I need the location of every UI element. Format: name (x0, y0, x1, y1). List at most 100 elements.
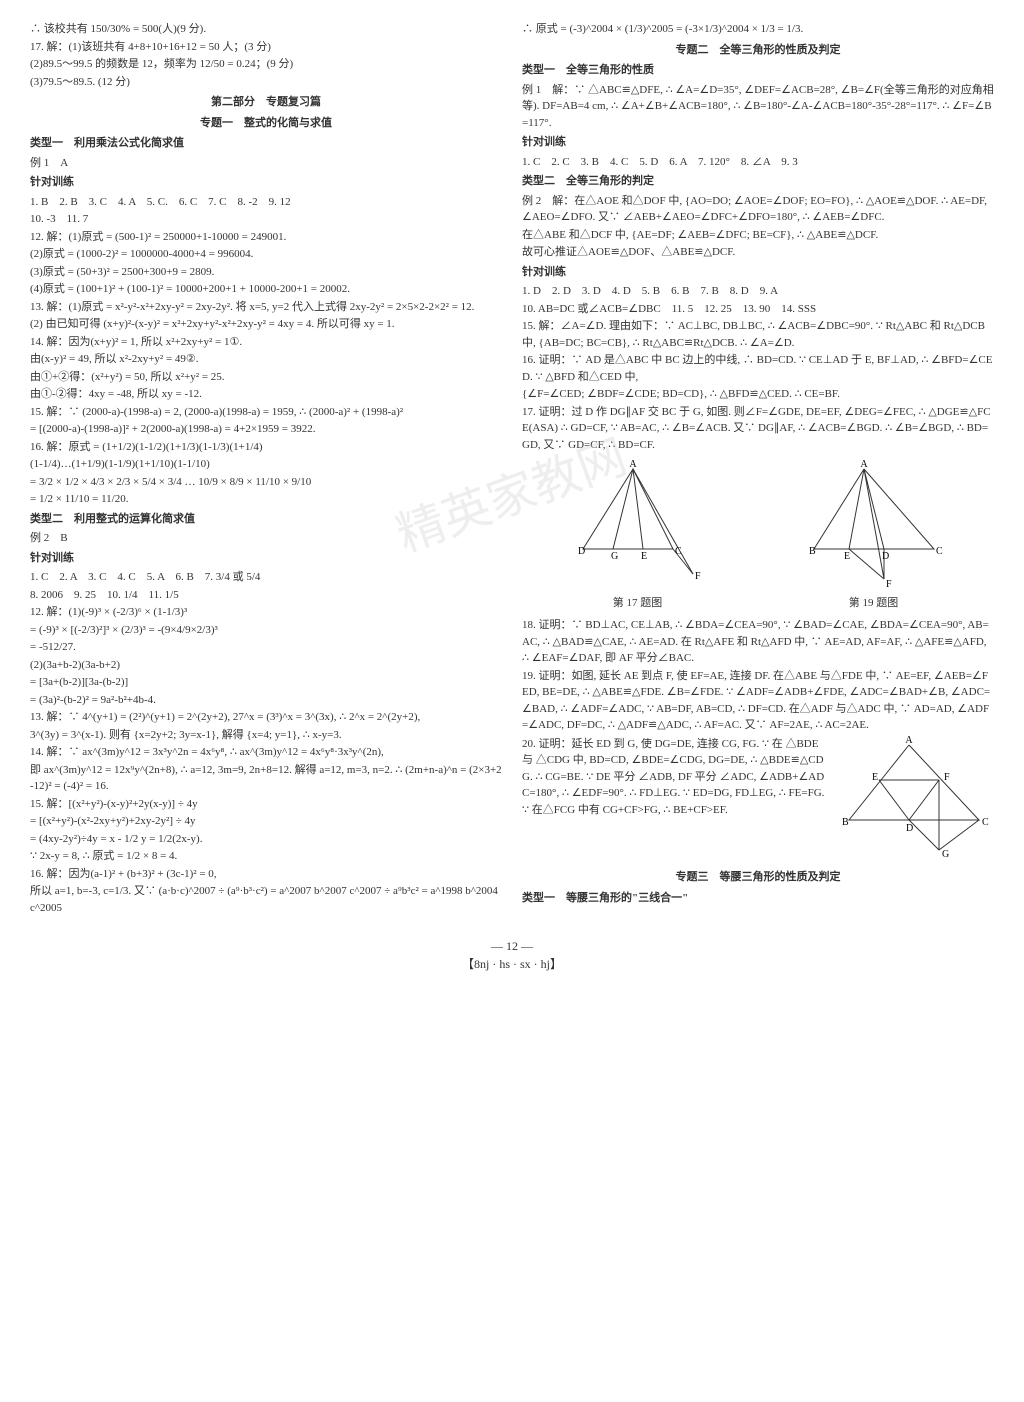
r-ex2-l2: 在△ABE 和△DCF 中, {AE=DF; ∠AEB=∠DFC; BE=CF}… (522, 227, 994, 244)
left-column: ∴ 该校共有 150/30% = 500(人)(9 分). 17. 解：(1)该… (30, 20, 502, 917)
svg-text:D: D (578, 546, 585, 557)
r-ex2-l1: 例 2 解：在△AOE 和△DOF 中, {AO=DO; ∠AOE=∠DOF; … (522, 193, 994, 226)
r-ex1-l1: 例 1 解：∵ △ABC≌△DFE, ∴ ∠A=∠D=35°, ∠DEF=∠AC… (522, 82, 994, 132)
q17-l3: (3)79.5～89.5. (12 分) (30, 74, 502, 91)
q15-l1: 15. 解：∵ (2000-a)-(1998-a) = 2, (2000-a)(… (30, 404, 502, 421)
fig17-container: A D G E C F 第 17 题图 (563, 459, 713, 611)
r-answers-row1: 1. C 2. C 3. B 4. C 5. D 6. A 7. 120° 8.… (522, 154, 994, 171)
answers-row3: 1. C 2. A 3. C 4. C 5. A 6. B 7. 3/4 或 5… (30, 569, 502, 586)
q15-l2: = [(2000-a)-(1998-a)]² + 2(2000-a)(1998-… (30, 421, 502, 438)
page-container: 精英家教网 ∴ 该校共有 150/30% = 500(人)(9 分). 17. … (30, 20, 994, 973)
fig20-container: A E F B D C G (834, 735, 994, 866)
top-line: ∴ 原式 = (-3)^2004 × (1/3)^2005 = (-3×1/3)… (522, 21, 994, 38)
q16b-l2: 所以 a=1, b=-3, c=1/3. 又∵ (a·b·c)^2007 ÷ (… (30, 883, 502, 916)
r-ex2-l3: 故可心推证△AOE≌△DOF、△ABE≌△DCF. (522, 244, 994, 261)
q13-l2: (2) 由已知可得 (x+y)²-(x-y)² = x²+2xy+y²-x²+2… (30, 316, 502, 333)
two-column-layout: ∴ 该校共有 150/30% = 500(人)(9 分). 17. 解：(1)该… (30, 20, 994, 917)
r-train-title: 针对训练 (522, 134, 994, 151)
svg-text:G: G (611, 551, 618, 562)
train-title: 针对训练 (30, 174, 502, 191)
intro-line: ∴ 该校共有 150/30% = 500(人)(9 分). (30, 21, 502, 38)
svg-text:E: E (872, 772, 878, 783)
svg-text:B: B (809, 546, 816, 557)
answers-row2: 10. -3 11. 7 (30, 211, 502, 228)
svg-text:E: E (844, 551, 850, 562)
right-column: ∴ 原式 = (-3)^2004 × (1/3)^2005 = (-3×1/3)… (522, 20, 994, 917)
svg-text:C: C (675, 546, 682, 557)
q13-l1: 13. 解：(1)原式 = x²-y²-x²+2xy-y² = 2xy-2y².… (30, 299, 502, 316)
q14-l3: 由①+②得：(x²+y²) = 50, 所以 x²+y² = 25. (30, 369, 502, 386)
svg-text:A: A (905, 735, 913, 746)
q13b-l2: 3^(3y) = 3^(x-1). 则有 {x=2y+2; 3y=x-1}, 解… (30, 727, 502, 744)
r-q19-l1: 19. 证明：如图, 延长 AE 到点 F, 使 EF=AE, 连接 DF. 在… (522, 668, 994, 734)
q14-l4: 由①-②得：4xy = -48, 所以 xy = -12. (30, 386, 502, 403)
train-title2: 针对训练 (30, 550, 502, 567)
svg-text:C: C (936, 546, 943, 557)
svg-text:G: G (942, 849, 949, 860)
q14-l2: 由(x-y)² = 49, 所以 x²-2xy+y² = 49②. (30, 351, 502, 368)
page-footer: — 12 — 【8nj · hs · sx · hj】 (30, 937, 994, 973)
answers-row1: 1. B 2. B 3. C 4. A 5. C. 6. C 7. C 8. -… (30, 194, 502, 211)
topic2-title: 专题二 全等三角形的性质及判定 (522, 42, 994, 59)
q12b-l5: = [3a+(b-2)][3a-(b-2)] (30, 674, 502, 691)
svg-text:D: D (906, 823, 913, 834)
q16-l3: = 3/2 × 1/2 × 4/3 × 2/3 × 5/4 × 3/4 … 10… (30, 474, 502, 491)
r-answers-row2: 1. D 2. D 3. D 4. D 5. B 6. B 7. B 8. D … (522, 283, 994, 300)
q12-l2: (2)原式 = (1000-2)² = 1000000-4000+4 = 996… (30, 246, 502, 263)
type1-title: 类型一 利用乘法公式化简求值 (30, 135, 502, 152)
fig19-container: A B E D C F 第 19 题图 (794, 459, 954, 611)
svg-text:B: B (842, 817, 849, 828)
fig20-svg: A E F B D C G (834, 735, 994, 860)
r-q20-l1: 20. 证明：延长 ED 到 G, 使 DG=DE, 连接 CG, FG. ∵ … (522, 736, 826, 865)
q14b-l2: 即 ax^(3m)y^12 = 12x⁹y^(2n+8), ∴ a=12, 3m… (30, 762, 502, 795)
q15b-l3: = (4xy-2y²)÷4y = x - 1/2 y = 1/2(2x-y). (30, 831, 502, 848)
q16-l1: 16. 解：原式 = (1+1/2)(1-1/2)(1+1/3)(1-1/3)(… (30, 439, 502, 456)
q12-l1: 12. 解：(1)原式 = (500-1)² = 250000+1-10000 … (30, 229, 502, 246)
ex1-label: 例 1 A (30, 155, 502, 172)
fig17-svg: A D G E C F (563, 459, 713, 589)
q20-with-figure: 20. 证明：延长 ED 到 G, 使 DG=DE, 连接 CG, FG. ∵ … (522, 735, 994, 866)
q12b-l1: 12. 解：(1)(-9)³ × (-2/3)⁶ × (1-1/3)³ (30, 604, 502, 621)
page-number: 12 (506, 939, 518, 953)
q12-l3: (3)原式 = (50+3)² = 2500+300+9 = 2809. (30, 264, 502, 281)
q16b-l1: 16. 解：因为(a-1)² + (b+3)² + (3c-1)² = 0, (30, 866, 502, 883)
r-q18-l1: 18. 证明：∵ BD⊥AC, CE⊥AB, ∴ ∠BDA=∠CEA=90°, … (522, 617, 994, 667)
q14-l1: 14. 解：因为(x+y)² = 1, 所以 x²+2xy+y² = 1①. (30, 334, 502, 351)
r-type3-title: 类型一 等腰三角形的"三线合一" (522, 890, 994, 907)
r-answers-row3: 10. AB=DC 或∠ACB=∠DBC 11. 5 12. 25 13. 90… (522, 301, 994, 318)
q15b-l1: 15. 解：[(x²+y²)-(x-y)²+2y(x-y)] ÷ 4y (30, 796, 502, 813)
svg-text:E: E (641, 551, 647, 562)
q12-l4: (4)原式 = (100+1)² + (100-1)² = 10000+200+… (30, 281, 502, 298)
r-q16-l1: 16. 证明：∵ AD 是△ABC 中 BC 边上的中线, ∴ BD=CD. ∵… (522, 352, 994, 385)
svg-text:A: A (860, 459, 868, 470)
part2-title: 第二部分 专题复习篇 (30, 94, 502, 111)
q12b-l2: = (-9)³ × [(-2/3)²]³ × (2/3)³ = -(9×4/9×… (30, 622, 502, 639)
r-type2-title: 类型二 全等三角形的判定 (522, 173, 994, 190)
svg-text:F: F (886, 579, 892, 589)
svg-text:A: A (629, 459, 637, 470)
q13b-l1: 13. 解：∵ 4^(y+1) = (2²)^(y+1) = 2^(2y+2),… (30, 709, 502, 726)
fig19-label: 第 19 题图 (794, 595, 954, 612)
svg-text:F: F (695, 571, 701, 582)
figures-row: A D G E C F 第 17 题图 A B E D C F (522, 459, 994, 611)
topic3-title: 专题三 等腰三角形的性质及判定 (522, 869, 994, 886)
r-q16-l2: {∠F=∠CED; ∠BDF=∠CDE; BD=CD}, ∴ △BFD≌△CED… (522, 386, 994, 403)
r-q15-l1: 15. 解：∠A=∠D. 理由如下：∵ AC⊥BC, DB⊥BC, ∴ ∠ACB… (522, 318, 994, 351)
answers-row4: 8. 2006 9. 25 10. 1/4 11. 1/5 (30, 587, 502, 604)
r-type1-title: 类型一 全等三角形的性质 (522, 62, 994, 79)
r-train-title2: 针对训练 (522, 264, 994, 281)
q15b-l2: = [(x²+y²)-(x²-2xy+y²)+2xy-2y²] ÷ 4y (30, 813, 502, 830)
fig17-label: 第 17 题图 (563, 595, 713, 612)
fig19-svg: A B E D C F (794, 459, 954, 589)
topic1-title: 专题一 整式的化简与求值 (30, 115, 502, 132)
footer-code: 【8nj · hs · sx · hj】 (462, 957, 562, 971)
q16-l4: = 1/2 × 11/10 = 11/20. (30, 491, 502, 508)
type2-title: 类型二 利用整式的运算化简求值 (30, 511, 502, 528)
q14b-l1: 14. 解：∵ ax^(3m)y^12 = 3x³y^2n = 4x⁶y⁸, ∴… (30, 744, 502, 761)
svg-text:C: C (982, 817, 989, 828)
q15b-l4: ∵ 2x-y = 8, ∴ 原式 = 1/2 × 8 = 4. (30, 848, 502, 865)
ex2-label: 例 2 B (30, 530, 502, 547)
q17-l1: 17. 解：(1)该班共有 4+8+10+16+12 = 50 人；(3 分) (30, 39, 502, 56)
r-q17-l1: 17. 证明：过 D 作 DG∥AF 交 BC 于 G, 如图. 则∠F=∠GD… (522, 404, 994, 454)
svg-text:D: D (882, 551, 889, 562)
